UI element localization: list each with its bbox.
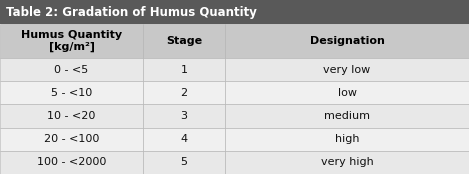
- Text: 100 - <2000: 100 - <2000: [37, 157, 106, 167]
- Bar: [143, 104, 225, 128]
- Text: 2: 2: [181, 88, 188, 98]
- Text: very high: very high: [321, 157, 373, 167]
- Text: 5: 5: [181, 157, 188, 167]
- Bar: [0, 104, 143, 128]
- Bar: [225, 104, 469, 128]
- Text: high: high: [335, 134, 359, 144]
- Text: 4: 4: [181, 134, 188, 144]
- Bar: [143, 128, 225, 151]
- Bar: [225, 151, 469, 174]
- Text: 1: 1: [181, 65, 188, 74]
- Bar: [225, 128, 469, 151]
- Bar: [143, 58, 225, 81]
- Bar: [225, 81, 469, 104]
- Text: Table 2: Gradation of Humus Quantity: Table 2: Gradation of Humus Quantity: [6, 6, 257, 18]
- Text: 0 - <5: 0 - <5: [54, 65, 89, 74]
- Text: 20 - <100: 20 - <100: [44, 134, 99, 144]
- Text: Stage: Stage: [166, 36, 202, 46]
- Bar: [143, 24, 225, 58]
- Bar: [0, 81, 143, 104]
- Bar: [143, 81, 225, 104]
- Text: Designation: Designation: [310, 36, 385, 46]
- Text: low: low: [338, 88, 356, 98]
- Text: very low: very low: [324, 65, 371, 74]
- Text: Humus Quantity
[kg/m²]: Humus Quantity [kg/m²]: [21, 30, 122, 52]
- Bar: [0, 24, 143, 58]
- Bar: [225, 58, 469, 81]
- Bar: [0, 128, 143, 151]
- Text: 5 - <10: 5 - <10: [51, 88, 92, 98]
- Bar: [143, 151, 225, 174]
- Bar: [0, 58, 143, 81]
- Bar: [0, 0, 469, 24]
- Text: 3: 3: [181, 111, 188, 121]
- Bar: [0, 151, 143, 174]
- Text: 10 - <20: 10 - <20: [47, 111, 96, 121]
- Text: medium: medium: [324, 111, 370, 121]
- Bar: [225, 24, 469, 58]
